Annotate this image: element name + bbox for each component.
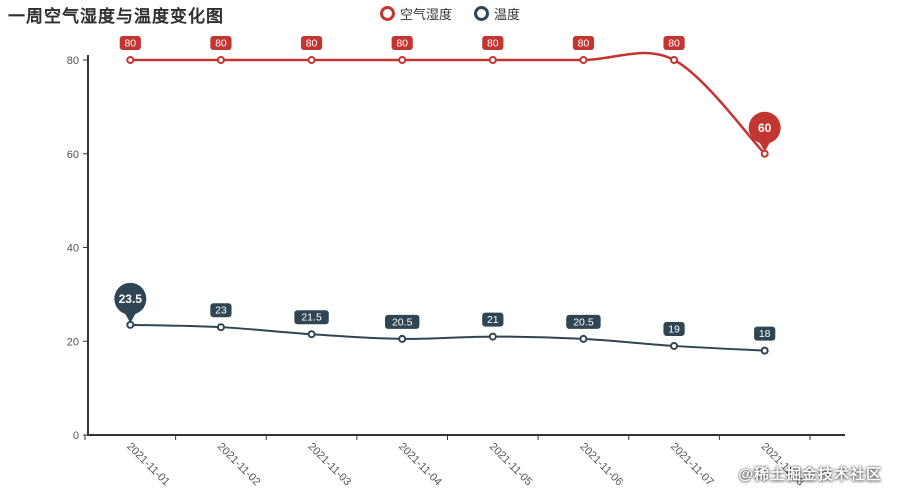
chart-title: 一周空气湿度与温度变化图 [8, 7, 224, 26]
y-axis-tick-label: 40 [67, 243, 79, 255]
point-value-badge: 20.5 [566, 314, 601, 329]
y-axis-tick-label: 0 [73, 430, 79, 442]
data-point-marker[interactable] [488, 56, 497, 64]
watermark: @稀土掘金技术社区 [738, 466, 882, 483]
point-value-badge-label: 80 [306, 38, 318, 50]
data-point-marker[interactable] [398, 334, 407, 343]
point-value-badge: 80 [300, 36, 323, 50]
point-value-badge-label: 80 [668, 38, 680, 50]
data-point-marker[interactable] [670, 56, 679, 64]
point-value-badge: 80 [663, 36, 685, 50]
point-value-badge-label: 19 [668, 323, 680, 335]
point-value-badge-label: 80 [396, 38, 408, 50]
data-point-marker[interactable] [126, 56, 135, 64]
data-point-marker[interactable] [579, 334, 588, 343]
data-point-marker[interactable] [216, 323, 225, 332]
legend-humidity-ring-icon [379, 6, 395, 21]
series-line-1[interactable] [130, 323, 765, 352]
data-point-marker[interactable] [488, 332, 497, 341]
data-point-marker[interactable] [307, 330, 316, 339]
legend-humidity-label: 空气湿度 [399, 7, 452, 22]
y-axis-tick-label: 60 [67, 149, 79, 161]
markpoint-pin: 60 [748, 111, 781, 152]
data-point-marker[interactable] [760, 149, 769, 158]
x-axis-tick-label: 2021-11-03 [305, 441, 353, 489]
point-value-badge-label: 23 [215, 305, 227, 317]
x-axis-tick-label: 2021-11-02 [215, 441, 263, 489]
point-value-badge-label: 80 [124, 38, 136, 50]
point-value-badge: 80 [210, 36, 232, 50]
point-value-badge-label: 18 [759, 328, 771, 340]
point-value-badge-label: 21.5 [301, 312, 322, 324]
point-value-badge: 23 [210, 303, 232, 318]
point-value-badge: 20.5 [384, 314, 420, 329]
point-value-badge-label: 20.5 [392, 316, 413, 328]
markpoint-pin-label: 23.5 [119, 292, 143, 306]
point-value-badge-label: 80 [578, 38, 590, 50]
point-value-badge: 80 [482, 36, 504, 50]
point-value-badge-label: 21 [487, 314, 499, 326]
data-point-marker[interactable] [579, 56, 588, 64]
point-value-badge: 80 [119, 36, 141, 50]
point-value-badge-label: 20.5 [573, 316, 594, 328]
data-point-marker[interactable] [670, 341, 679, 350]
legend-temperature-ring-icon [474, 6, 489, 21]
data-point-marker[interactable] [216, 56, 225, 64]
legend-item-humidity[interactable]: 空气湿度 [379, 4, 452, 23]
y-axis-tick-label: 20 [67, 336, 79, 348]
x-axis-tick-label: 2021-11-01 [124, 441, 172, 489]
x-axis-tick-label: 2021-11-06 [577, 441, 625, 489]
legend-temperature-label: 温度 [494, 7, 521, 22]
markpoint-pin-label: 60 [758, 121, 772, 135]
y-axis-tick-label: 80 [67, 55, 79, 67]
point-value-badge-label: 80 [215, 38, 227, 50]
point-value-badge: 18 [754, 326, 776, 341]
legend-item-temperature[interactable]: 温度 [474, 4, 520, 23]
x-axis-tick-label: 2021-11-04 [396, 441, 444, 489]
point-value-badge: 80 [391, 36, 413, 50]
legend: 空气湿度 温度 [0, 4, 900, 23]
point-value-badge-label: 80 [487, 38, 499, 50]
data-point-marker[interactable] [126, 320, 135, 329]
point-value-badge: 19 [663, 321, 685, 336]
data-point-marker[interactable] [307, 56, 316, 64]
x-axis-tick-label: 2021-11-05 [487, 441, 535, 489]
data-point-marker[interactable] [760, 346, 769, 355]
point-value-badge: 21.5 [294, 310, 329, 325]
data-point-marker[interactable] [398, 56, 407, 64]
point-value-badge: 21 [482, 312, 504, 327]
point-value-badge: 80 [572, 36, 595, 50]
markpoint-pin: 23.5 [114, 282, 147, 323]
x-axis-tick-label: 2021-11-07 [668, 441, 716, 489]
series-line-0[interactable] [130, 51, 766, 155]
